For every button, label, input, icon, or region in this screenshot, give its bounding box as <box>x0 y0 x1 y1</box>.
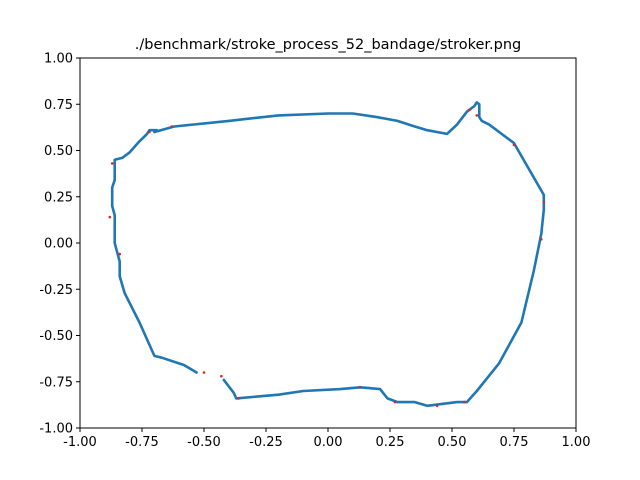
y-tick-label: 0.50 <box>44 144 73 159</box>
red-marker-point <box>475 114 479 117</box>
x-tick-label: 0.75 <box>500 435 529 450</box>
red-marker-point <box>463 400 466 404</box>
red-marker-point <box>118 252 121 256</box>
y-axis: -1.00 -0.75 -0.50 -0.25 0.00 0.25 0.50 0.75 1.00 <box>39 52 80 437</box>
red-marker-point <box>540 238 543 241</box>
plot-area <box>108 101 546 408</box>
red-marker-point <box>170 125 174 128</box>
y-tick-label: 1.00 <box>44 52 73 67</box>
x-tick-label: 0.50 <box>438 435 467 450</box>
x-tick-label: -0.25 <box>249 435 283 450</box>
red-marker-point <box>358 386 362 389</box>
red-marker-point <box>108 215 112 219</box>
red-marker-point <box>110 162 114 165</box>
red-marker-point <box>512 143 516 147</box>
chart-title: ./benchmark/stroke_process_52_bandage/st… <box>135 37 521 53</box>
y-tick-label: 0.25 <box>44 190 73 205</box>
x-tick-label: -0.75 <box>125 435 159 450</box>
red-marker-point <box>435 404 439 408</box>
red-marker-point <box>220 374 223 378</box>
y-tick-label: -0.50 <box>39 329 73 344</box>
x-tick-label: 0.25 <box>376 435 405 450</box>
red-marker-point <box>237 397 240 400</box>
red-marker-point <box>542 201 546 204</box>
y-tick-label: 0.75 <box>44 98 73 113</box>
red-marker-point <box>468 108 471 112</box>
y-tick-label: -0.75 <box>39 375 73 390</box>
x-tick-label: 1.00 <box>562 435 591 450</box>
red-marker-point <box>393 400 397 404</box>
red-marker-point <box>148 130 151 134</box>
x-tick-label: -0.50 <box>187 435 221 450</box>
stroke-series-2 <box>110 128 198 374</box>
y-tick-label: -1.00 <box>39 422 73 437</box>
y-tick-label: 0.00 <box>44 237 73 252</box>
x-axis: -1.00 -0.75 -0.50 -0.25 0.00 0.25 0.50 0.75 1.00 <box>63 428 590 450</box>
x-tick-label: -1.00 <box>63 435 97 450</box>
y-tick-label: -0.25 <box>39 283 73 298</box>
x-tick-label: 0.00 <box>314 435 343 450</box>
red-marker-point <box>202 371 206 374</box>
